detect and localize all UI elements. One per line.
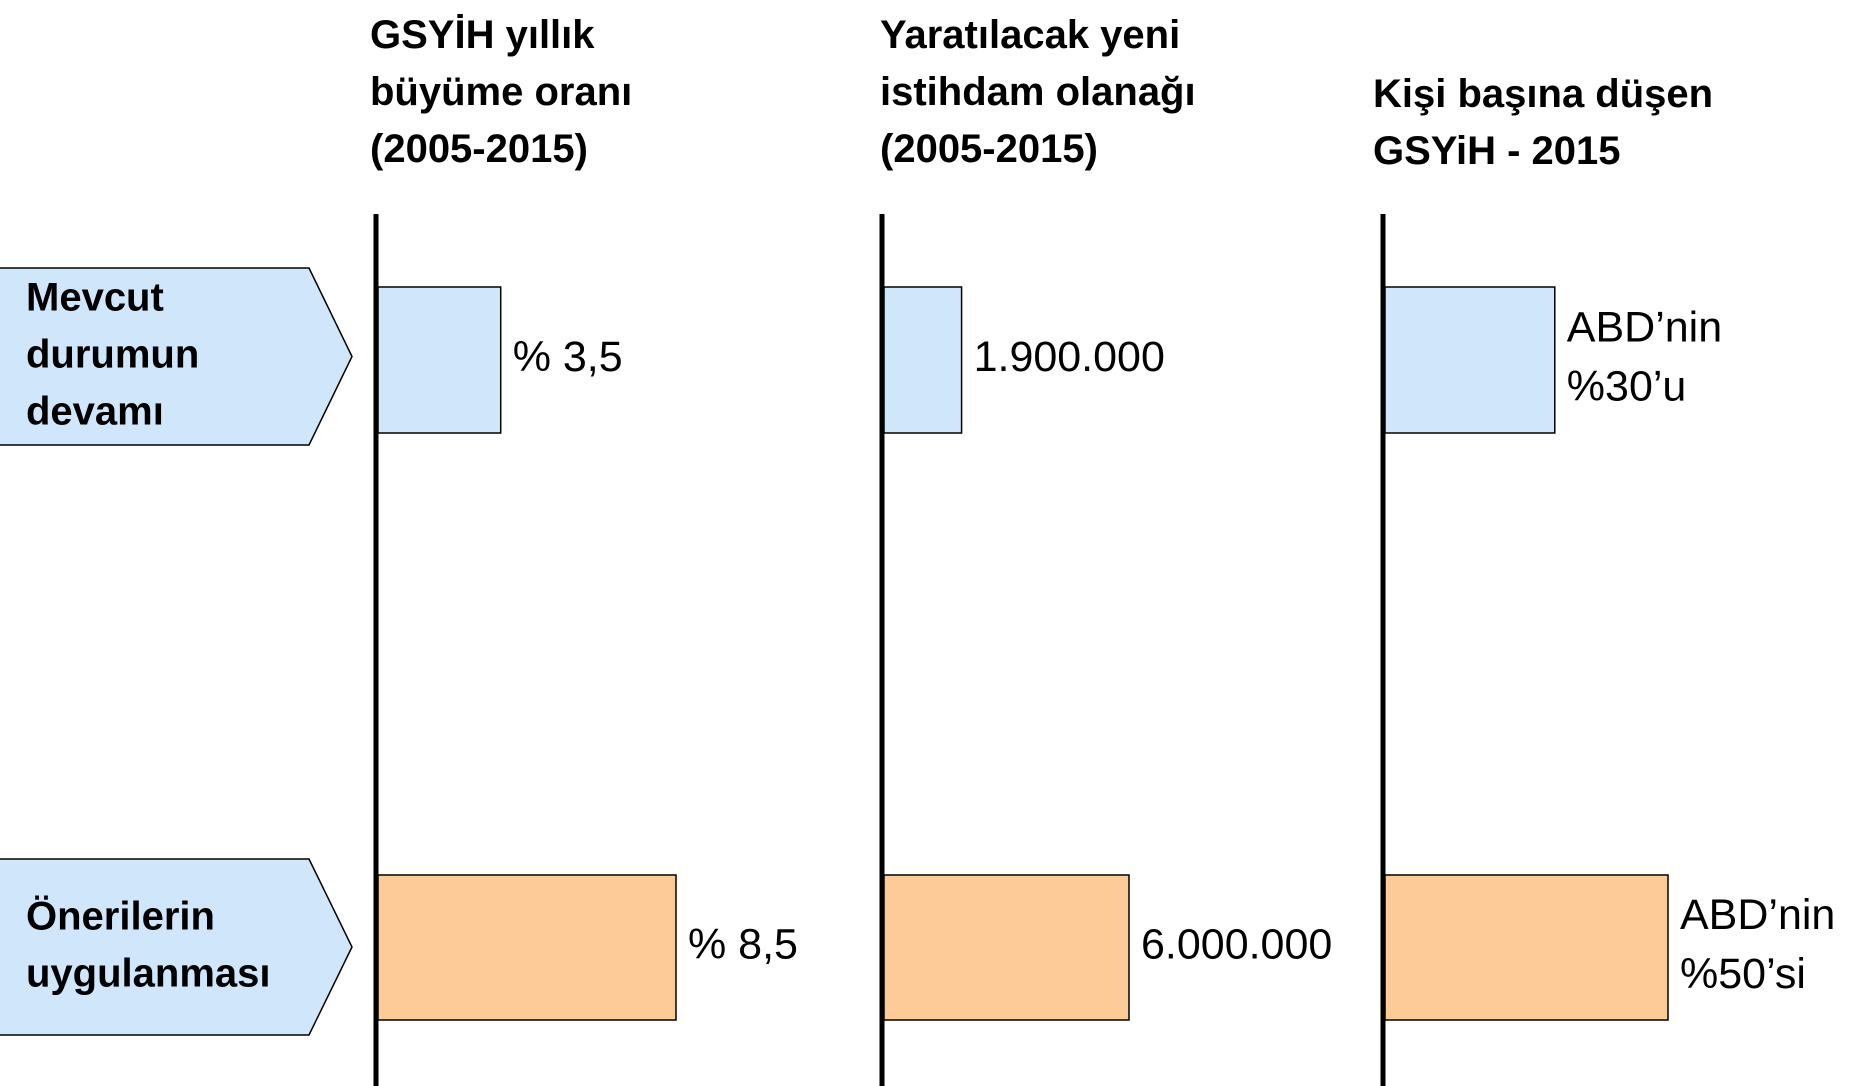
bar <box>377 874 677 1021</box>
bar <box>1384 874 1669 1021</box>
value-label: ABD’nin %50’si <box>1680 891 1835 998</box>
text-line: % 8,5 <box>688 921 798 969</box>
text-line: GSYİH yıllık <box>370 13 595 57</box>
value-label: 6.000.000 <box>1141 921 1332 969</box>
text-line: Kişi başına düşen <box>1373 72 1713 116</box>
row-arrow <box>0 267 353 446</box>
text-line: Mevcut <box>26 275 164 319</box>
text-line: ABD’nin <box>1567 304 1722 352</box>
text-line: % 3,5 <box>513 333 623 381</box>
panel-title: Yaratılacak yeni istihdam olanağı (2005-20… <box>880 13 1196 171</box>
bar <box>883 286 963 434</box>
text-line: %50’si <box>1680 950 1806 998</box>
value-label: % 8,5 <box>688 921 798 969</box>
row-label: Mevcut durumun devamı <box>26 275 199 433</box>
value-label: 1.900.000 <box>974 333 1165 381</box>
text-line: uygulanması <box>26 951 271 995</box>
text-line: büyüme oranı <box>370 70 632 114</box>
text-line: durumun <box>26 332 199 376</box>
bar <box>377 286 502 434</box>
row-label: Önerilerin uygulanması <box>26 893 271 995</box>
text-line: 6.000.000 <box>1141 921 1332 969</box>
panel-title: GSYİH yıllık büyüme oranı (2005-2015) <box>370 13 632 171</box>
text-line: Yaratılacak yeni <box>880 13 1180 57</box>
bar <box>883 874 1130 1021</box>
text-line: Önerilerin <box>26 893 215 938</box>
text-line: istihdam olanağı <box>880 70 1196 114</box>
text-line: 1.900.000 <box>974 333 1165 381</box>
text-line: ABD’nin <box>1680 891 1835 939</box>
panel-title: Kişi başına düşen GSYiH - 2015 <box>1373 72 1713 173</box>
text-line: %30’u <box>1567 363 1687 411</box>
row-arrow <box>0 858 353 1036</box>
value-label: % 3,5 <box>513 333 623 381</box>
text-line: (2005-2015) <box>370 127 588 171</box>
text-line: GSYiH - 2015 <box>1373 129 1621 173</box>
text-line: devamı <box>26 389 164 433</box>
bar <box>1384 286 1556 434</box>
text-line: (2005-2015) <box>880 127 1098 171</box>
value-label: ABD’nin %30’u <box>1567 304 1722 411</box>
